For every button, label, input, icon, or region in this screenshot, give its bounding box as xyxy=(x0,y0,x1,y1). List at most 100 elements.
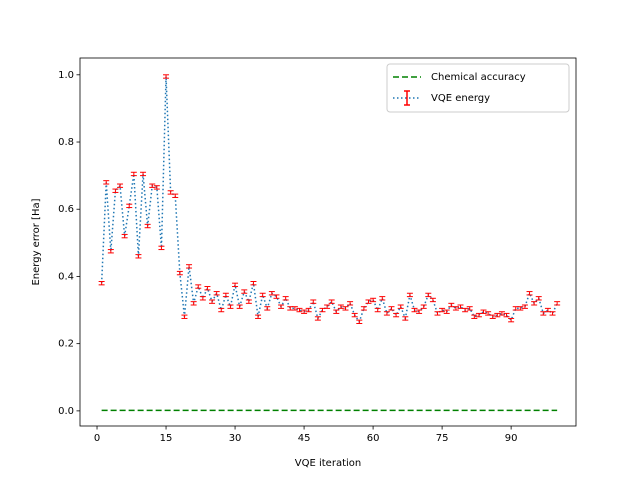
error-bar xyxy=(176,270,183,276)
error-bar xyxy=(305,307,312,313)
error-bar xyxy=(209,299,216,304)
error-bar xyxy=(498,311,505,316)
x-tick-label: 60 xyxy=(367,433,380,444)
error-bar xyxy=(374,307,381,313)
error-bar xyxy=(411,307,418,313)
error-bar xyxy=(236,304,243,309)
series-line xyxy=(100,76,558,324)
error-bar xyxy=(489,314,496,319)
error-bar xyxy=(351,312,358,318)
error-bar xyxy=(204,286,211,291)
error-bar xyxy=(393,312,400,318)
error-bar xyxy=(232,282,239,288)
error-bar xyxy=(526,291,533,296)
error-bar xyxy=(255,314,262,319)
x-tick-label: 75 xyxy=(436,433,449,444)
plot-frame xyxy=(79,57,577,427)
error-bar xyxy=(199,296,206,301)
error-bar xyxy=(130,171,137,177)
error-bar xyxy=(268,291,275,296)
error-bar xyxy=(259,292,266,298)
error-bar xyxy=(172,193,179,198)
error-bar xyxy=(301,309,308,314)
error-bar xyxy=(153,185,160,190)
error-bar xyxy=(213,291,220,296)
error-bar xyxy=(126,203,133,209)
legend-box xyxy=(386,63,570,113)
error-bar xyxy=(443,309,450,314)
error-bar xyxy=(149,183,156,188)
y-axis-label: Energy error [Ha] xyxy=(31,198,42,285)
error-bar xyxy=(480,309,487,314)
error-bar xyxy=(140,171,147,177)
error-bar xyxy=(549,311,556,316)
error-bar xyxy=(388,306,395,311)
error-bar xyxy=(508,317,515,323)
error-bar xyxy=(103,180,110,185)
x-tick-label: 15 xyxy=(160,433,173,444)
error-bar xyxy=(466,306,473,311)
y-tick-label: 0.4 xyxy=(58,271,74,282)
error-bar xyxy=(517,306,524,311)
error-bar xyxy=(347,301,354,306)
error-bar xyxy=(439,307,446,313)
error-bar xyxy=(117,183,124,188)
error-bar xyxy=(181,314,188,319)
error-bar xyxy=(328,299,335,304)
x-tick-label: 45 xyxy=(298,433,311,444)
error-bar xyxy=(135,254,142,259)
error-bar xyxy=(365,299,372,304)
error-bar xyxy=(452,306,459,311)
error-bar xyxy=(218,307,225,313)
error-bar xyxy=(397,304,404,309)
error-bar xyxy=(144,223,151,229)
error-bar xyxy=(337,304,344,309)
error-bar xyxy=(554,301,561,306)
error-bar xyxy=(241,289,248,294)
error-bar xyxy=(245,299,252,304)
error-bar xyxy=(310,299,317,304)
error-bar xyxy=(324,304,331,309)
error-bar xyxy=(250,280,257,286)
error-bar xyxy=(416,309,423,314)
error-bar xyxy=(273,294,280,299)
error-bar xyxy=(471,314,478,319)
legend-label: Chemical accuracy xyxy=(431,72,526,83)
x-tick-label: 30 xyxy=(229,433,242,444)
error-bar xyxy=(222,292,229,298)
error-bar xyxy=(333,309,340,314)
error-bar xyxy=(360,306,367,311)
error-bar xyxy=(503,312,510,318)
legend-label: VQE energy xyxy=(431,93,490,104)
error-bar xyxy=(406,292,413,298)
y-tick-label: 0.0 xyxy=(58,406,74,417)
error-bar xyxy=(531,301,538,306)
error-bar xyxy=(448,302,455,308)
error-bar xyxy=(462,307,469,313)
error-bar xyxy=(356,319,363,324)
error-bar xyxy=(425,292,432,298)
error-bar xyxy=(429,297,436,303)
error-bar xyxy=(402,316,409,321)
error-bar xyxy=(420,304,427,309)
error-bar xyxy=(282,296,289,301)
y-tick-label: 0.2 xyxy=(58,339,74,350)
error-bar xyxy=(494,312,501,318)
error-bar xyxy=(227,304,234,309)
error-bar xyxy=(521,304,528,309)
error-bar xyxy=(540,311,547,316)
error-bar xyxy=(163,74,170,79)
x-tick-label: 90 xyxy=(505,433,518,444)
error-bar xyxy=(342,306,349,311)
error-bar xyxy=(190,301,197,306)
error-bar xyxy=(379,296,386,301)
error-bar xyxy=(314,316,321,321)
x-tick-label: 0 xyxy=(94,433,100,444)
error-bar xyxy=(383,311,390,316)
error-bar xyxy=(112,188,119,193)
error-bar xyxy=(535,296,542,301)
y-tick-label: 1.0 xyxy=(58,70,74,81)
error-bar xyxy=(370,297,377,303)
